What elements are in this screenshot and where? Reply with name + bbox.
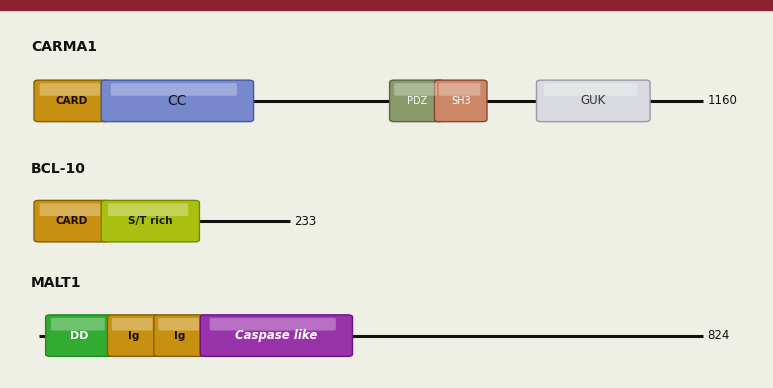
FancyBboxPatch shape	[439, 83, 480, 96]
Text: 1160: 1160	[707, 94, 737, 107]
FancyBboxPatch shape	[101, 201, 199, 242]
Text: Caspase like: Caspase like	[235, 329, 318, 342]
FancyBboxPatch shape	[51, 318, 105, 331]
Text: 824: 824	[707, 329, 730, 342]
Text: BCL-10: BCL-10	[31, 162, 86, 176]
FancyBboxPatch shape	[390, 80, 444, 122]
FancyBboxPatch shape	[544, 83, 637, 96]
Text: PDZ: PDZ	[407, 96, 427, 106]
Bar	[0, 0, 773, 10]
FancyBboxPatch shape	[209, 318, 335, 331]
Text: MALT1: MALT1	[31, 276, 81, 290]
Text: 233: 233	[294, 215, 316, 228]
Text: CC: CC	[168, 94, 187, 108]
FancyBboxPatch shape	[158, 318, 199, 331]
Text: CARMA1: CARMA1	[31, 40, 97, 54]
FancyBboxPatch shape	[536, 80, 650, 122]
FancyBboxPatch shape	[112, 318, 153, 331]
FancyBboxPatch shape	[101, 80, 254, 122]
FancyBboxPatch shape	[111, 83, 237, 96]
FancyBboxPatch shape	[108, 203, 189, 216]
Text: GUK: GUK	[581, 94, 606, 107]
Text: SH3: SH3	[451, 96, 471, 106]
Text: Ig: Ig	[128, 331, 139, 341]
Text: Ig: Ig	[174, 331, 186, 341]
Text: CARD: CARD	[56, 216, 87, 226]
FancyBboxPatch shape	[107, 315, 159, 356]
FancyBboxPatch shape	[154, 315, 206, 356]
FancyBboxPatch shape	[39, 83, 100, 96]
FancyBboxPatch shape	[394, 83, 437, 96]
Text: S/T rich: S/T rich	[128, 216, 172, 226]
FancyBboxPatch shape	[39, 203, 100, 216]
Text: DD: DD	[70, 331, 88, 341]
FancyBboxPatch shape	[434, 80, 487, 122]
Text: CARD: CARD	[56, 96, 87, 106]
FancyBboxPatch shape	[200, 315, 352, 356]
FancyBboxPatch shape	[34, 80, 109, 122]
FancyBboxPatch shape	[34, 201, 109, 242]
FancyBboxPatch shape	[46, 315, 113, 356]
